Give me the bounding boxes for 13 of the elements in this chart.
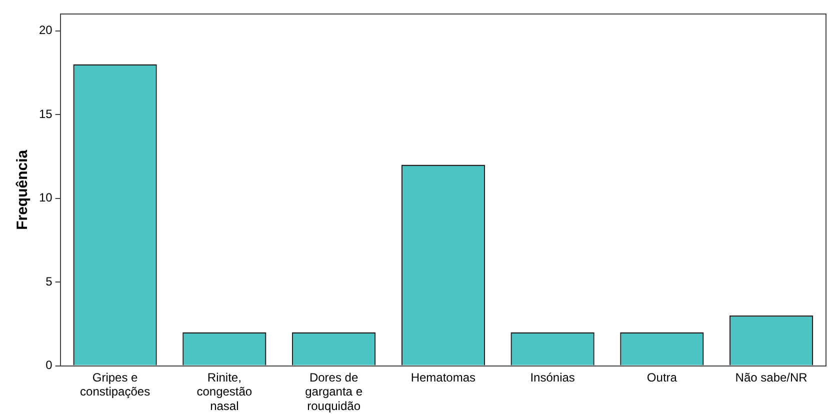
x-tick-label: Insónias [530, 370, 575, 384]
y-tick-label: 20 [38, 23, 53, 38]
y-tick-label: 15 [38, 106, 53, 121]
x-tick-label: Outra [646, 370, 678, 384]
y-tick-label: 0 [46, 358, 53, 372]
x-tick-label: Não sabe/NR [735, 370, 808, 384]
y-tick-label: 5 [46, 274, 53, 288]
y-axis-title: Frequência [14, 149, 32, 230]
y-tick-label: 10 [38, 190, 53, 205]
x-tick-label: Gripes e constipações [80, 370, 150, 399]
x-tick-label: Rinite, congestão nasal [196, 370, 252, 414]
x-tick-label: Hematomas [410, 370, 476, 384]
x-tick-label: Dores de garganta e rouquidão [305, 370, 363, 414]
